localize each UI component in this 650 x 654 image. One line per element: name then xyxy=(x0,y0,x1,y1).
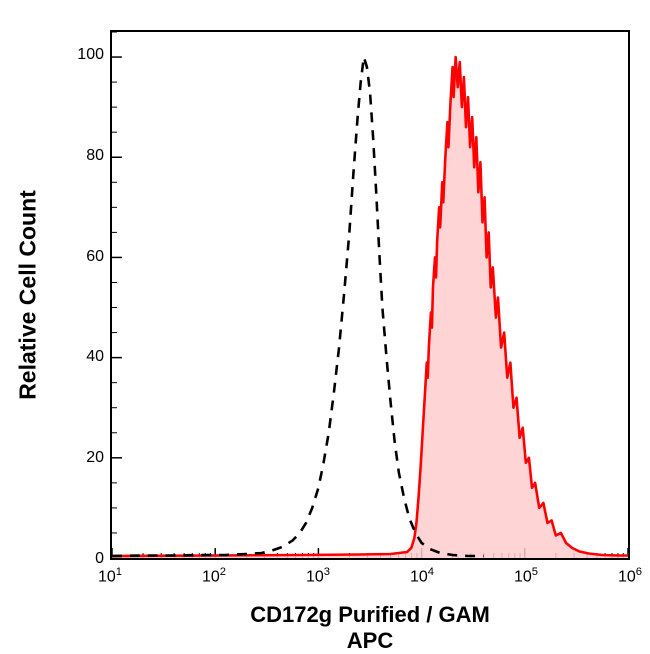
x-tick-label: 105 xyxy=(514,566,538,586)
flow-histogram-chart: Relative Cell Count CD172g Purified / GA… xyxy=(0,0,650,645)
x-tick-label: 101 xyxy=(98,566,122,586)
x-tick-label: 103 xyxy=(306,566,330,586)
y-axis-label: Relative Cell Count xyxy=(15,190,42,400)
x-tick-label: 102 xyxy=(202,566,226,586)
x-tick-label: 104 xyxy=(410,566,434,586)
y-tick-label: 100 xyxy=(77,46,104,64)
plot-svg xyxy=(112,32,628,558)
y-tick-label: 80 xyxy=(86,147,104,165)
y-tick-label: 20 xyxy=(86,449,104,467)
y-tick-label: 40 xyxy=(86,348,104,366)
series-fill-cd172g xyxy=(112,57,628,558)
plot-area xyxy=(110,30,630,560)
y-tick-label: 60 xyxy=(86,248,104,266)
x-tick-label: 106 xyxy=(618,566,642,586)
x-axis-label: CD172g Purified / GAM APC xyxy=(230,602,510,654)
series-line-cd172g xyxy=(112,57,628,556)
